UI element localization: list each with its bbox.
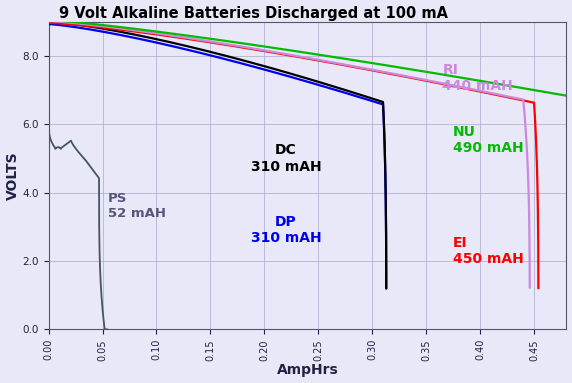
- Y-axis label: VOLTS: VOLTS: [6, 151, 19, 200]
- X-axis label: AmpHrs: AmpHrs: [277, 363, 339, 377]
- Text: 9 Volt Alkaline Batteries Discharged at 100 mA: 9 Volt Alkaline Batteries Discharged at …: [59, 6, 448, 21]
- Text: EI
450 mAH: EI 450 mAH: [453, 236, 524, 266]
- Text: DC
310 mAH: DC 310 mAH: [251, 143, 321, 173]
- Text: NU
490 mAH: NU 490 mAH: [453, 124, 524, 155]
- Text: PS
52 mAH: PS 52 mAH: [108, 192, 166, 220]
- Text: DP
310 mAH: DP 310 mAH: [251, 215, 321, 245]
- Text: RI
440 mAH: RI 440 mAH: [442, 63, 513, 93]
